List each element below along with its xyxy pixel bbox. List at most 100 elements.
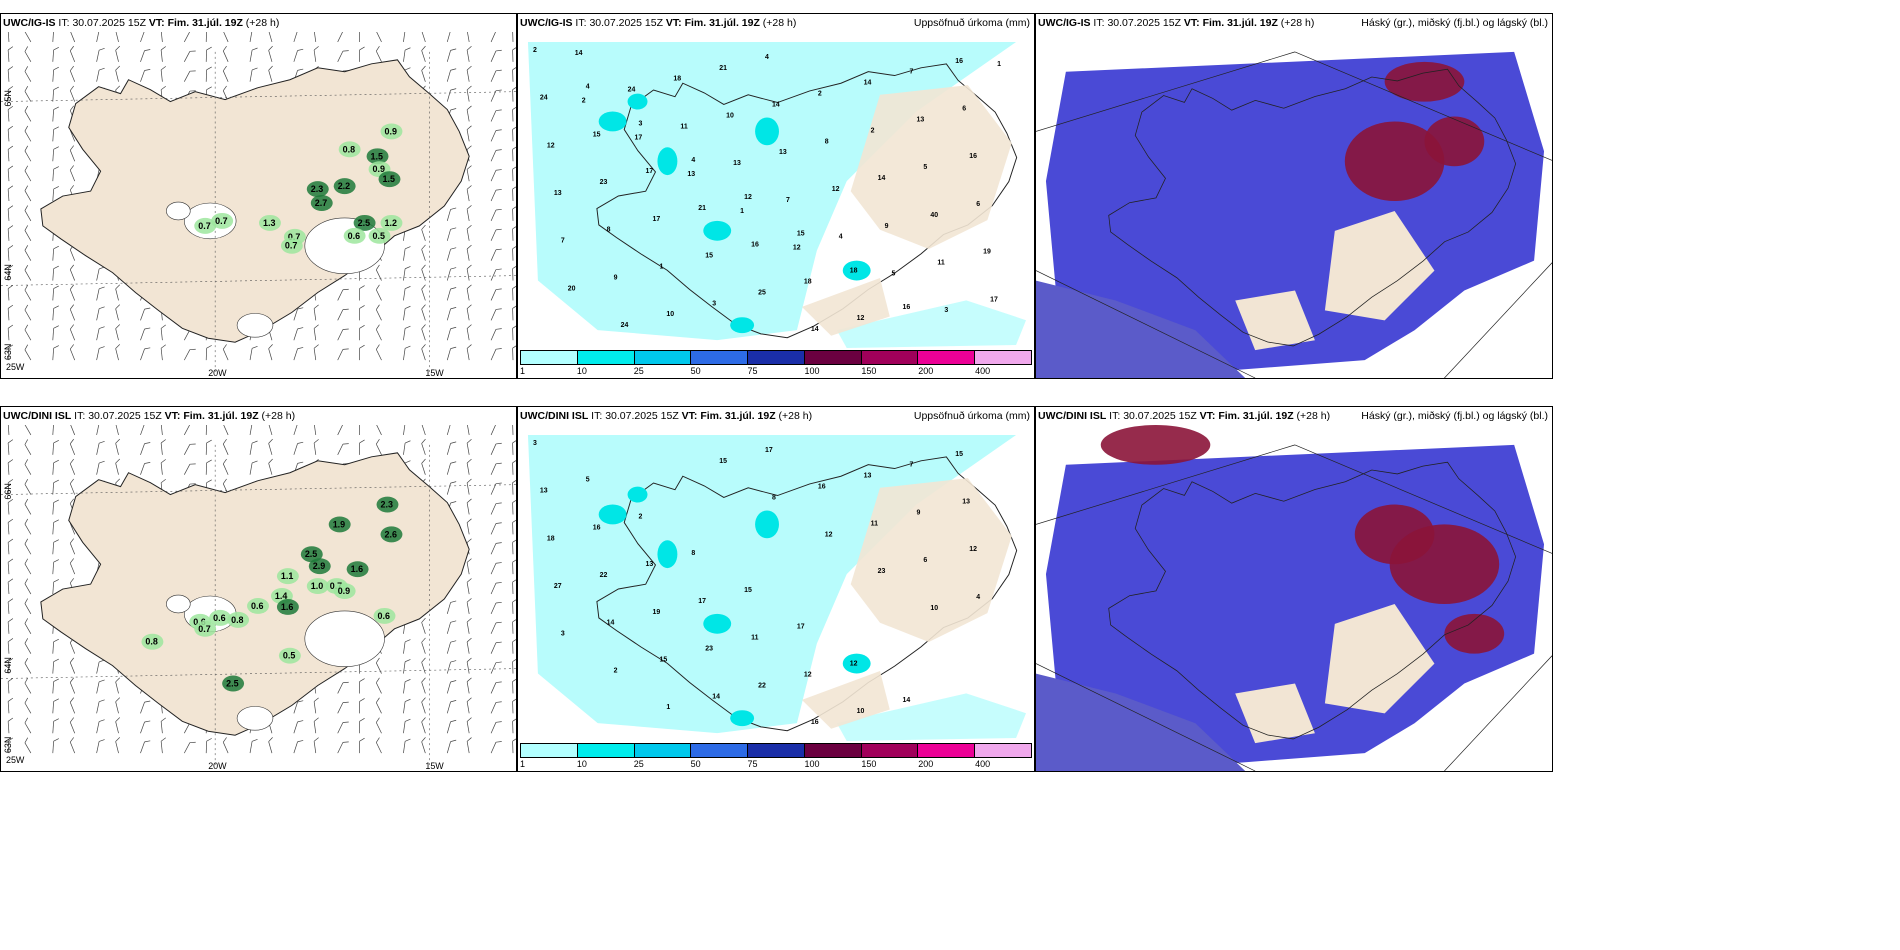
land-visible (1235, 290, 1315, 351)
vt-label: VT: (665, 17, 682, 29)
wind-barb (268, 737, 273, 754)
precip-value: 7 (786, 197, 790, 204)
it-label: IT: (1093, 17, 1105, 29)
precip-value: 13 (540, 488, 548, 495)
barb-shaft (337, 702, 344, 714)
barb-shaft (490, 602, 497, 615)
lat-label: 63N (3, 737, 13, 753)
barb-shaft (466, 69, 470, 82)
barb-shaft (375, 309, 382, 321)
wind-barb (446, 326, 457, 341)
barb-flag (404, 47, 411, 51)
barb-flag (24, 86, 29, 92)
barb-flag (53, 265, 59, 269)
precip-value: 14 (878, 175, 886, 182)
barb-flag (53, 539, 59, 543)
gust-value: 2.6 (385, 529, 397, 539)
colorbar-tick: 150 (861, 366, 877, 376)
barb-shaft (421, 681, 426, 694)
barb-shaft (375, 702, 382, 714)
wind-barb (183, 463, 196, 475)
barb-flag (53, 245, 59, 250)
barb-flag (495, 348, 502, 350)
barb-shaft (313, 701, 317, 714)
barb-shaft (293, 348, 298, 361)
it-label: IT: (575, 17, 587, 29)
valid-time: Fim. 31.júl. 19Z (1202, 17, 1278, 29)
precip-value: 14 (772, 102, 780, 109)
precip-value: 23 (705, 646, 713, 653)
glacier (166, 201, 191, 221)
wind-barb (403, 47, 411, 62)
wind-barb (7, 125, 14, 142)
wind-barb (490, 89, 502, 102)
barb-shaft (52, 681, 54, 694)
wind-barb (24, 638, 32, 654)
precip-value: 27 (554, 583, 562, 590)
wind-barb (466, 32, 470, 43)
barb-shaft (421, 32, 426, 43)
barb-shaft (7, 208, 10, 221)
barb-flag (512, 598, 516, 603)
barb-shaft (96, 661, 100, 674)
barb-shaft (222, 425, 229, 436)
barb-shaft (24, 702, 32, 714)
glacier (304, 217, 385, 274)
barb-flag (359, 46, 365, 51)
lon-label: 25W (6, 362, 25, 372)
precip-value: 8 (691, 550, 695, 557)
precip-value: 22 (758, 682, 766, 689)
wind-barb (183, 50, 196, 62)
precip-value: 3 (561, 631, 565, 638)
wind-barb (403, 639, 411, 654)
barb-shaft (490, 110, 497, 122)
barb-flag (24, 304, 29, 311)
barb-shaft (490, 70, 497, 82)
barb-flag (53, 46, 59, 51)
barb-flag (421, 617, 426, 623)
barb-shaft (69, 543, 76, 555)
wind-barb (52, 126, 59, 142)
wind-barb (24, 618, 32, 634)
wind-barb (69, 65, 76, 82)
gust-area (209, 609, 232, 626)
wind-barb (24, 245, 32, 261)
barb-shaft (293, 443, 298, 455)
wind-barb (490, 442, 502, 455)
barb-flag (342, 288, 349, 291)
graticule-line (1036, 270, 1256, 378)
barb-flag (466, 518, 472, 523)
barb-flag (466, 697, 472, 702)
barb-shaft (337, 425, 344, 436)
barb-flag (53, 579, 59, 583)
barb-flag (342, 721, 349, 723)
precip-heavy (657, 540, 678, 569)
barb-shaft (115, 741, 119, 754)
barb-flag (297, 441, 304, 444)
wind-barb (52, 579, 59, 595)
barb-flag (7, 518, 14, 523)
barb-flag (7, 86, 14, 90)
gust-value: 1.6 (281, 602, 293, 612)
wind-barb (512, 638, 516, 654)
wind-barb (7, 185, 14, 202)
valid-time: Fim. 31.júl. 19Z (684, 17, 760, 29)
barb-shaft (7, 288, 10, 301)
colorbar-tick: 10 (576, 366, 587, 376)
precip-value: 18 (673, 76, 681, 83)
wind-barb (52, 166, 59, 182)
barb-flag (495, 582, 502, 584)
wind-barb (466, 677, 472, 694)
wind-barb (140, 462, 151, 475)
wind-barb (222, 458, 229, 475)
wind-barb (421, 32, 426, 43)
precip-value: 6 (962, 106, 966, 113)
barb-shaft (490, 503, 497, 515)
gust-area (378, 171, 401, 188)
barb-shaft (337, 289, 344, 301)
wind-barb (69, 478, 76, 495)
colorbar-tick: 1 (520, 759, 526, 769)
barb-flag (7, 125, 14, 130)
barb-flag (404, 718, 411, 722)
gust-value: 0.7 (330, 581, 342, 591)
